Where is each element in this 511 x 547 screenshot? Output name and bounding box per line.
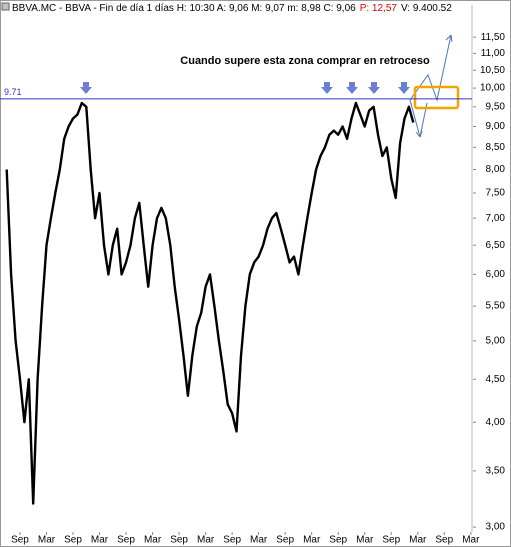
y-tick-label: 3,50 bbox=[486, 466, 506, 477]
x-tick-label: Mar bbox=[197, 535, 215, 546]
projection-line bbox=[409, 99, 421, 138]
arrow bbox=[321, 82, 333, 94]
x-tick-label: Mar bbox=[250, 535, 268, 546]
y-tick-label: 3,00 bbox=[486, 522, 506, 533]
x-tick-label: Sep bbox=[117, 535, 135, 546]
x-tick-label: Sep bbox=[170, 535, 188, 546]
x-tick-label: Mar bbox=[303, 535, 321, 546]
y-tick-label: 5,50 bbox=[486, 301, 506, 312]
header-icon bbox=[1, 2, 10, 11]
x-tick-label: Sep bbox=[64, 535, 82, 546]
y-tick-label: 8,50 bbox=[486, 142, 506, 153]
x-tick-label: Mar bbox=[356, 535, 374, 546]
y-tick-label: 9,00 bbox=[486, 121, 506, 132]
y-tick-label: 9,50 bbox=[486, 101, 506, 112]
y-tick-label: 5,00 bbox=[486, 335, 506, 346]
x-tick-label: Mar bbox=[144, 535, 162, 546]
header-part: V: 9.400.52 bbox=[401, 3, 452, 14]
y-tick-label: 4,50 bbox=[486, 374, 506, 385]
y-tick-label: 10,00 bbox=[480, 83, 505, 94]
arrow-head bbox=[445, 34, 453, 43]
y-tick-label: 10,50 bbox=[480, 65, 505, 76]
annotation: Cuando supere esta zona comprar en retro… bbox=[180, 55, 430, 67]
y-tick-label: 8,00 bbox=[486, 164, 506, 175]
arrow bbox=[398, 82, 410, 94]
y-tick-label: 11,50 bbox=[481, 32, 506, 43]
x-tick-label: Mar bbox=[38, 535, 56, 546]
arrow bbox=[368, 82, 380, 94]
arrow bbox=[346, 82, 358, 94]
y-tick-label: 4,00 bbox=[486, 417, 506, 428]
x-tick-label: Mar bbox=[409, 535, 427, 546]
y-tick-label: 6,00 bbox=[486, 269, 506, 280]
x-tick-label: Mar bbox=[462, 535, 480, 546]
reference-label: 9.71 bbox=[4, 87, 22, 97]
x-tick-label: Sep bbox=[223, 535, 241, 546]
header: BBVA.MC - BBVA - Fin de día 1 días H: 10… bbox=[12, 3, 452, 14]
y-tick-label: 11,00 bbox=[481, 48, 506, 59]
arrow-head bbox=[415, 130, 423, 138]
y-tick-label: 6,50 bbox=[486, 240, 506, 251]
y-tick-label: 7,50 bbox=[486, 188, 506, 199]
header-part: P: 12,57 bbox=[360, 3, 398, 14]
y-tick-label: 7,00 bbox=[486, 213, 506, 224]
x-tick-label: Sep bbox=[11, 535, 29, 546]
buy-zone bbox=[413, 85, 460, 110]
x-tick-label: Sep bbox=[276, 535, 294, 546]
x-tick-label: Sep bbox=[329, 535, 347, 546]
price-line bbox=[5, 101, 415, 505]
x-tick-label: Sep bbox=[382, 535, 400, 546]
header-part: BBVA.MC - BBVA - Fin de día 1 días H: 10… bbox=[12, 3, 356, 14]
touch-arrows bbox=[80, 82, 410, 94]
x-tick-label: Mar bbox=[91, 535, 109, 546]
arrow bbox=[80, 82, 92, 94]
x-tick-label: Sep bbox=[435, 535, 453, 546]
